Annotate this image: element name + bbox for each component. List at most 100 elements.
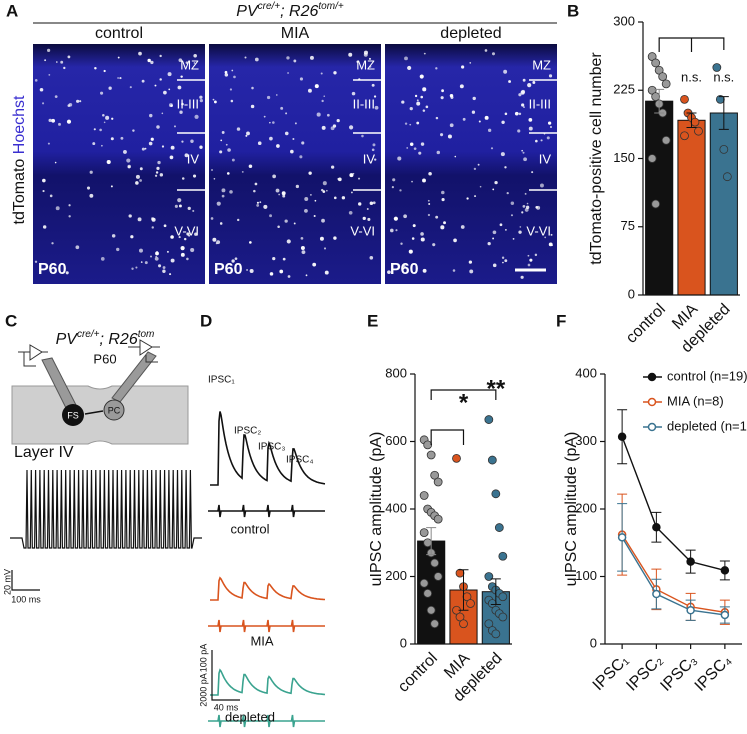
data-point bbox=[690, 117, 700, 127]
cell-dot bbox=[372, 201, 376, 205]
cell-dot bbox=[56, 61, 58, 63]
cell-dot bbox=[348, 210, 353, 215]
cell-dot bbox=[435, 116, 439, 120]
cell-dot bbox=[178, 204, 182, 208]
micrograph bbox=[385, 43, 557, 284]
slice-diagram bbox=[11, 339, 189, 445]
cell-dot bbox=[117, 56, 120, 59]
cell-dot bbox=[435, 67, 438, 70]
cell-dot bbox=[194, 114, 199, 119]
cell-dot bbox=[520, 275, 524, 279]
data-point bbox=[491, 489, 501, 499]
cell-dot bbox=[144, 261, 148, 265]
scale-label: 100 pA bbox=[198, 644, 208, 673]
micrograph bbox=[209, 43, 381, 284]
cell-dot bbox=[540, 139, 543, 142]
cell-dot bbox=[504, 166, 507, 169]
data-point bbox=[647, 154, 657, 163]
cell-dot bbox=[159, 78, 162, 81]
cell-dot bbox=[49, 194, 53, 198]
legend-label: control (n=19) bbox=[667, 368, 747, 383]
cell-dot bbox=[416, 99, 419, 102]
cell-dot bbox=[518, 93, 522, 97]
cell-dot bbox=[111, 117, 114, 120]
cell-dot bbox=[310, 194, 312, 196]
cell-dot bbox=[419, 74, 424, 79]
cell-dot bbox=[185, 61, 189, 64]
panel-label: B bbox=[567, 1, 579, 20]
bar bbox=[645, 100, 674, 296]
cell-dot bbox=[158, 264, 162, 268]
cell-dot bbox=[127, 164, 131, 169]
cell-dot bbox=[286, 56, 290, 60]
error-bar bbox=[654, 88, 665, 114]
cell-dot bbox=[299, 77, 303, 81]
data-point bbox=[423, 440, 433, 450]
cell-dot bbox=[42, 189, 45, 193]
cell-dot bbox=[120, 136, 124, 140]
y-tick-label: 600 bbox=[385, 433, 407, 448]
cell-dot bbox=[221, 188, 226, 193]
cell-dot bbox=[178, 236, 181, 239]
cell-dot bbox=[427, 199, 430, 202]
y-tick-label: 300 bbox=[575, 433, 597, 448]
cell-dot bbox=[183, 237, 187, 241]
column-label: MIA bbox=[281, 25, 310, 42]
cell-dot bbox=[400, 242, 403, 245]
cell-dot bbox=[447, 134, 452, 139]
stain: tdTomato bbox=[11, 159, 28, 225]
cell-dot bbox=[512, 238, 515, 240]
error-bar bbox=[490, 578, 501, 606]
cell-dot bbox=[151, 226, 154, 229]
cell-dot bbox=[234, 257, 238, 260]
cell-dot bbox=[169, 155, 174, 160]
cell-dot bbox=[492, 230, 497, 235]
cell-dot bbox=[290, 149, 294, 154]
data-point bbox=[423, 538, 433, 548]
cell-dot bbox=[159, 173, 164, 177]
data-point bbox=[720, 610, 730, 620]
cell-dot bbox=[460, 225, 465, 229]
cell-dot bbox=[514, 111, 519, 116]
panel-label: F bbox=[556, 311, 566, 330]
error-bar bbox=[686, 112, 697, 129]
cell-dot bbox=[524, 208, 529, 212]
cell-dot bbox=[435, 215, 439, 219]
cell-dot bbox=[184, 153, 189, 158]
data-point bbox=[712, 63, 722, 72]
cell-dot bbox=[210, 217, 214, 220]
cell-dot bbox=[168, 103, 173, 108]
cell-dot bbox=[168, 88, 171, 91]
ipsc-trace bbox=[210, 576, 325, 601]
layer-label: II-III bbox=[353, 96, 375, 111]
cell-dot bbox=[549, 126, 552, 129]
stain-label: tdTomato Hoechst bbox=[11, 95, 28, 225]
cell-dot bbox=[422, 178, 426, 183]
cell-dot bbox=[42, 178, 46, 183]
legend-marker bbox=[647, 422, 657, 432]
cell-dot bbox=[169, 273, 172, 276]
peak-label: IPSC₃ bbox=[258, 442, 285, 453]
cell-dot bbox=[301, 250, 306, 255]
cell-dot bbox=[224, 73, 229, 77]
cell-dot bbox=[492, 263, 497, 268]
cell-dot bbox=[326, 113, 330, 117]
bracket bbox=[430, 389, 497, 445]
cell-dot bbox=[221, 131, 225, 134]
cell-dot bbox=[459, 84, 464, 89]
cell-dot bbox=[550, 233, 553, 236]
cell-dot bbox=[105, 115, 110, 120]
cell-dot bbox=[500, 152, 505, 157]
spike-train bbox=[10, 469, 202, 549]
cell-dot bbox=[285, 112, 288, 115]
data-point bbox=[430, 619, 440, 629]
cell-dot bbox=[527, 83, 532, 88]
cell-dot bbox=[324, 270, 329, 275]
cell-dot bbox=[551, 244, 553, 247]
cell-dot bbox=[231, 69, 234, 72]
cell-dot bbox=[527, 254, 530, 257]
cell-dot bbox=[269, 136, 273, 141]
cell-dot bbox=[190, 139, 194, 143]
cell-dot bbox=[492, 188, 495, 191]
data-point bbox=[617, 432, 627, 442]
